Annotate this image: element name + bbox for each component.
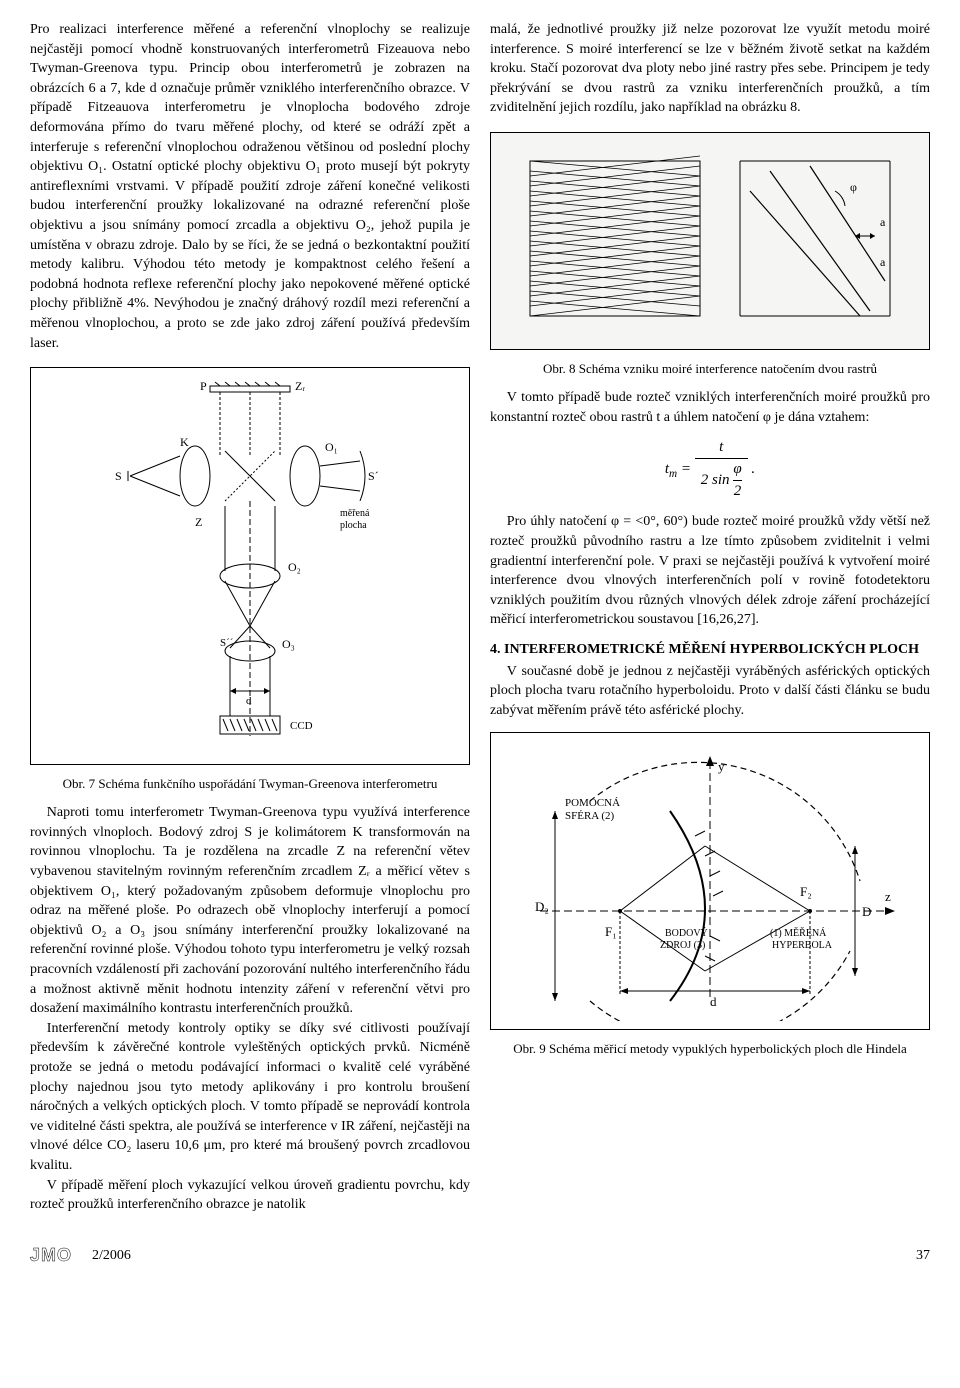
fig9-label-merena: (1) MĚŘENÁ <box>770 927 827 939</box>
left-para-4: V případě měření ploch vykazující velkou… <box>30 1176 470 1215</box>
right-para-3: Pro úhly natočení φ = <0°, 60°) bude roz… <box>490 512 930 630</box>
left-column: Pro realizaci interference měřené a refe… <box>30 20 470 1215</box>
right-para-4: V současné době je jednou z nejčastěji v… <box>490 662 930 721</box>
footer-issue: 2/2006 <box>92 1246 131 1266</box>
fig9-label-sfera: SFÉRA (2) <box>565 810 615 822</box>
fig9-label-d2: D₂ <box>535 899 549 914</box>
fig9-label-d-small: d <box>710 994 717 1009</box>
fig7-label-k: K <box>180 435 189 449</box>
page-footer: JMO 2/2006 37 <box>30 1235 930 1268</box>
left-para-3: Interferenční metody kontroly optiky se … <box>30 1019 470 1176</box>
fig7-label-o2: O₂ <box>288 560 301 574</box>
fig8-label-a2: a <box>880 255 886 269</box>
fig7-label-s: S <box>115 469 122 483</box>
left-para-2: Naproti tomu interferometr Twyman-Greeno… <box>30 803 470 1019</box>
right-para-2: V tomto případě bude rozteč vzniklých in… <box>490 388 930 427</box>
section-4-heading: 4. INTERFEROMETRICKÉ MĚŘENÍ HYPERBOLICKÝ… <box>490 640 930 660</box>
fig9-label-f1: F₁ <box>605 924 617 939</box>
right-para-1: malá, že jednotlivé proužky již nelze po… <box>490 20 930 118</box>
fig9-label-z: z <box>885 889 891 904</box>
fig8-label-a1: a <box>880 215 886 229</box>
fig9-label-f2: F₂ <box>800 884 812 899</box>
fig9-label-y: y <box>718 759 725 774</box>
figure-8-caption: Obr. 8 Schéma vzniku moiré interference … <box>490 360 930 378</box>
figure-9-box: y z POMOCNÁ SFÉRA (2) <box>490 732 930 1030</box>
fig7-label-ccd: CCD <box>290 720 313 732</box>
fig7-label-d: d <box>246 695 252 707</box>
fig9-label-bodovy: BODOVÝ <box>665 927 708 939</box>
fig7-label-o3: O₃ <box>282 637 295 651</box>
fig7-label-sprime: S´ <box>368 469 379 483</box>
fig9-label-d-big: D <box>862 904 871 919</box>
figure-9-svg: y z POMOCNÁ SFÉRA (2) <box>510 741 910 1021</box>
figure-7-box: P Zᵣ K O₁ Z S <box>30 367 470 765</box>
figure-7-caption: Obr. 7 Schéma funkčního uspořádání Twyma… <box>30 775 470 793</box>
fig7-label-z: Z <box>195 515 202 529</box>
fig7-label-zr: Zᵣ <box>295 379 305 393</box>
figure-9-caption: Obr. 9 Schéma měřicí metody vypuklých hy… <box>490 1040 930 1058</box>
figure-8-svg: φ a a <box>510 141 910 341</box>
fig9-label-hyperbola: HYPERBOLA <box>772 940 833 951</box>
fig7-label-o1: O₁ <box>325 440 338 454</box>
fig9-label-pomocna: POMOCNÁ <box>565 797 620 809</box>
fig7-label-plocha: plocha <box>340 520 367 531</box>
fig7-label-merena: měřená <box>340 508 370 519</box>
jmo-logo: JMO <box>30 1243 72 1268</box>
footer-page-number: 37 <box>916 1246 930 1266</box>
figure-7-svg: P Zᵣ K O₁ Z S <box>110 376 390 756</box>
fig9-label-zdroj: ZDROJ (3) <box>660 940 705 951</box>
right-column: malá, že jednotlivé proužky již nelze po… <box>490 20 930 1215</box>
equation-tm: tm = t 2 sin φ2 . <box>490 437 930 502</box>
fig7-label-p: P <box>200 379 207 393</box>
figure-8-box: φ a a <box>490 132 930 350</box>
fig8-label-phi: φ <box>850 180 857 194</box>
left-para-1: Pro realizaci interference měřené a refe… <box>30 20 470 353</box>
